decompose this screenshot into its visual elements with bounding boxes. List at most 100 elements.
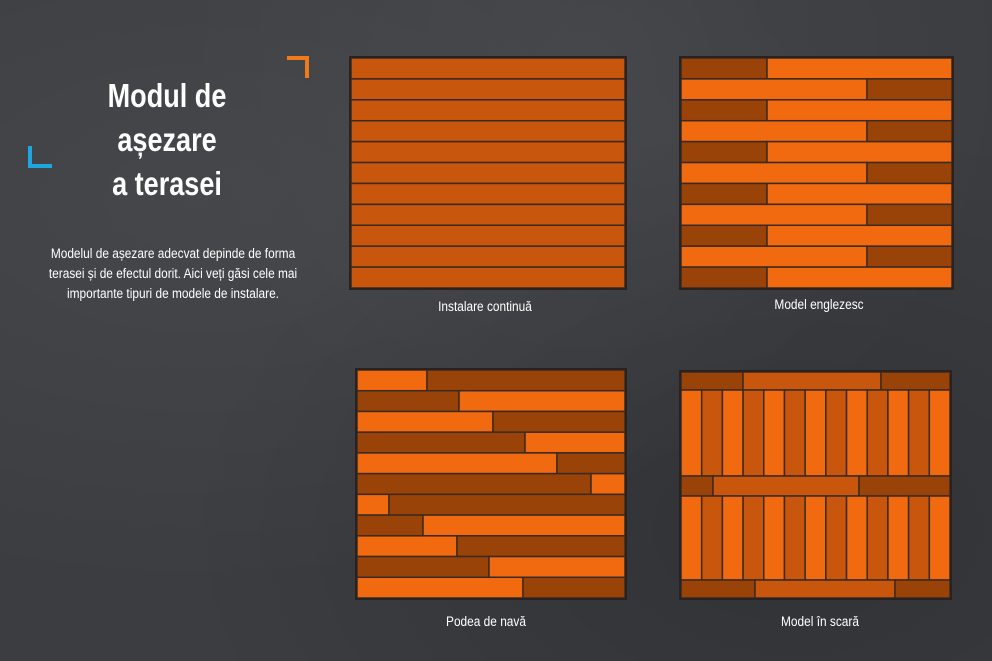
plank [422, 514, 625, 537]
plank [858, 475, 950, 497]
plank [866, 389, 889, 477]
plank [681, 224, 768, 247]
plank [357, 431, 526, 454]
plank [681, 266, 768, 288]
plank [681, 119, 868, 143]
ship-pattern-caption: Podea de navă [446, 614, 526, 629]
plank [357, 389, 460, 413]
plank [866, 161, 952, 185]
plank [766, 58, 952, 80]
plank [825, 495, 848, 581]
plank [783, 389, 806, 477]
plank [928, 495, 950, 581]
plank [681, 161, 868, 185]
plank [681, 78, 868, 101]
title-line-1: Modul de așezare [107, 77, 227, 158]
blue-corner-decoration [28, 146, 52, 168]
plank [845, 495, 868, 581]
plank [894, 579, 950, 598]
plank [866, 495, 889, 581]
stair-pattern-illustration [679, 370, 952, 600]
plank [866, 245, 952, 268]
plank [488, 555, 625, 579]
plank [351, 78, 625, 101]
plank [887, 495, 910, 581]
plank [766, 99, 952, 122]
plank [763, 495, 786, 581]
continuous-pattern-illustration [349, 56, 627, 290]
plank [456, 535, 625, 558]
plank [866, 119, 952, 143]
plank [766, 224, 952, 247]
plank [351, 224, 625, 247]
plank [351, 140, 625, 164]
plank [590, 472, 625, 496]
orange-corner-decoration [287, 56, 309, 78]
plank [907, 495, 931, 581]
plank [681, 140, 768, 164]
plank [351, 266, 625, 288]
plank [742, 495, 765, 581]
plank [700, 389, 724, 477]
plank [357, 472, 592, 496]
plank [804, 495, 827, 581]
plank [492, 410, 625, 433]
plank [357, 535, 458, 558]
ship-pattern-illustration [355, 368, 627, 600]
plank [681, 495, 703, 581]
plank [681, 389, 703, 477]
plank [721, 495, 744, 581]
plank [351, 182, 625, 206]
plank [681, 579, 756, 598]
plank [351, 58, 625, 80]
plank [681, 182, 768, 206]
plank [928, 389, 950, 477]
plank [825, 389, 848, 477]
plank [754, 579, 896, 598]
plank [742, 389, 765, 477]
plank [766, 266, 952, 288]
plank [804, 389, 827, 477]
plank [700, 495, 724, 581]
page-title: Modul de așezare a terasei [63, 74, 271, 206]
plank [357, 576, 524, 598]
plank [351, 203, 625, 227]
plank [524, 431, 625, 454]
plank [357, 555, 490, 579]
plank [866, 203, 952, 227]
stair-pattern-caption: Model în scară [781, 614, 859, 629]
plank [845, 389, 868, 477]
title-line-2: a terasei [112, 165, 222, 202]
plank [357, 514, 424, 537]
english-pattern-caption: Model englezesc [774, 297, 864, 312]
plank [907, 389, 931, 477]
intro-description: Modelul de așezare adecvat depinde de fo… [48, 246, 298, 301]
plank [866, 78, 952, 101]
plank [681, 58, 768, 80]
plank [681, 99, 768, 122]
plank [887, 389, 910, 477]
plank [351, 119, 625, 143]
plank [426, 370, 625, 392]
plank [742, 372, 882, 391]
plank [712, 475, 860, 497]
plank [681, 203, 868, 227]
plank [783, 495, 806, 581]
plank [388, 493, 625, 516]
plank [681, 245, 868, 268]
plank [522, 576, 625, 598]
plank [766, 140, 952, 164]
plank [880, 372, 950, 391]
plank [357, 370, 428, 392]
plank [681, 475, 714, 497]
plank [458, 389, 625, 413]
plank [357, 493, 390, 516]
plank [721, 389, 744, 477]
plank [556, 452, 625, 475]
plank [351, 99, 625, 122]
plank [766, 182, 952, 206]
plank [357, 410, 494, 433]
continuous-pattern-caption: Instalare continuă [438, 299, 532, 314]
plank [351, 245, 625, 268]
plank [351, 161, 625, 185]
